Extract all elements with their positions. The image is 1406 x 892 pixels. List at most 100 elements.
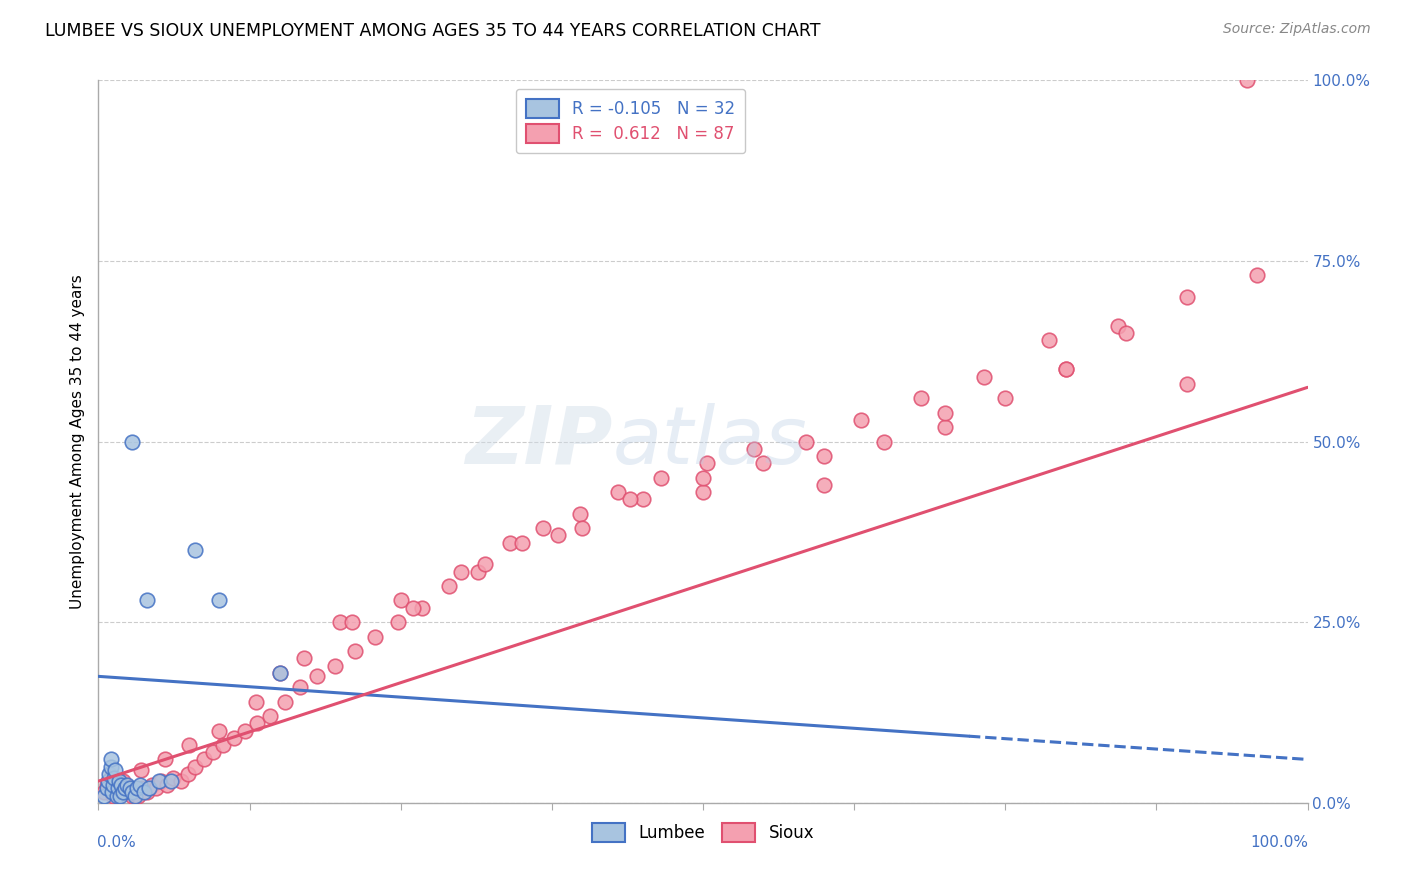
Point	[742, 442, 765, 456]
Point	[650, 470, 672, 484]
Point	[246, 716, 269, 731]
Text: atlas: atlas	[613, 402, 807, 481]
Point	[100, 752, 122, 766]
Point	[111, 785, 134, 799]
Point	[607, 485, 630, 500]
Point	[114, 781, 136, 796]
Point	[108, 774, 131, 789]
Point	[93, 789, 115, 803]
Point	[402, 600, 425, 615]
Point	[97, 774, 120, 789]
Point	[631, 492, 654, 507]
Point	[101, 789, 124, 803]
Point	[531, 521, 554, 535]
Point	[93, 785, 115, 799]
Point	[103, 771, 125, 785]
Point	[910, 391, 932, 405]
Point	[851, 413, 873, 427]
Point	[169, 774, 191, 789]
Point	[118, 781, 141, 796]
Point	[212, 738, 235, 752]
Point	[107, 781, 129, 796]
Text: LUMBEE VS SIOUX UNEMPLOYMENT AMONG AGES 35 TO 44 YEARS CORRELATION CHART: LUMBEE VS SIOUX UNEMPLOYMENT AMONG AGES …	[45, 22, 821, 40]
Point	[131, 781, 153, 796]
Point	[114, 778, 136, 792]
Text: Source: ZipAtlas.com: Source: ZipAtlas.com	[1223, 22, 1371, 37]
Point	[108, 774, 131, 789]
Point	[994, 391, 1017, 405]
Point	[387, 615, 409, 630]
Point	[794, 434, 817, 449]
Point	[104, 764, 127, 778]
Point	[150, 774, 173, 789]
Point	[124, 789, 146, 803]
Point	[1246, 268, 1268, 283]
Text: 0.0%: 0.0%	[97, 835, 136, 850]
Point	[973, 369, 995, 384]
Point	[813, 478, 835, 492]
Point	[934, 420, 956, 434]
Point	[110, 778, 132, 792]
Point	[1236, 73, 1258, 87]
Point	[162, 771, 184, 785]
Point	[208, 593, 231, 607]
Point	[105, 789, 128, 803]
Point	[111, 774, 134, 789]
Point	[307, 669, 329, 683]
Point	[141, 778, 163, 792]
Point	[135, 593, 157, 607]
Point	[127, 789, 149, 803]
Point	[135, 785, 157, 799]
Point	[692, 470, 714, 484]
Point	[148, 774, 170, 789]
Point	[100, 785, 122, 799]
Point	[129, 764, 152, 778]
Point	[100, 771, 122, 785]
Point	[233, 723, 256, 738]
Point	[934, 406, 956, 420]
Point	[108, 789, 131, 803]
Point	[156, 778, 179, 792]
Point	[100, 760, 122, 774]
Point	[111, 785, 134, 799]
Point	[134, 785, 156, 799]
Point	[184, 760, 207, 774]
Point	[696, 456, 718, 470]
Point	[1107, 318, 1129, 333]
Point	[179, 738, 201, 752]
Point	[184, 542, 207, 557]
Point	[128, 778, 150, 792]
Point	[121, 789, 143, 803]
Point	[1038, 334, 1060, 348]
Point	[101, 778, 124, 792]
Point	[1054, 362, 1077, 376]
Text: 100.0%: 100.0%	[1251, 835, 1309, 850]
Point	[329, 615, 352, 630]
Y-axis label: Unemployment Among Ages 35 to 44 years: Unemployment Among Ages 35 to 44 years	[69, 274, 84, 609]
Point	[98, 767, 121, 781]
Point	[1175, 376, 1198, 391]
Point	[118, 781, 141, 796]
Point	[498, 535, 520, 549]
Point	[1054, 362, 1077, 376]
Point	[873, 434, 896, 449]
Point	[193, 752, 215, 766]
Point	[547, 528, 569, 542]
Point	[364, 630, 387, 644]
Point	[292, 651, 315, 665]
Point	[813, 449, 835, 463]
Point	[269, 665, 291, 680]
Point	[568, 507, 591, 521]
Point	[437, 579, 460, 593]
Point	[389, 593, 412, 607]
Point	[474, 558, 496, 572]
Point	[245, 695, 267, 709]
Point	[222, 731, 245, 745]
Point	[202, 745, 225, 759]
Point	[121, 434, 143, 449]
Point	[619, 492, 641, 507]
Point	[121, 785, 143, 799]
Point	[117, 778, 139, 792]
Point	[692, 485, 714, 500]
Point	[177, 767, 200, 781]
